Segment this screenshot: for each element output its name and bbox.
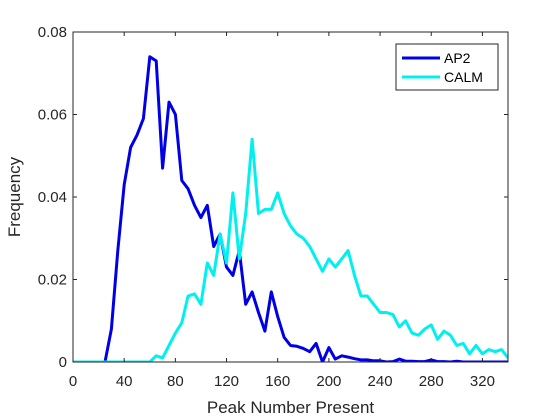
y-axis-label: Frequency (5, 156, 24, 237)
legend-label-calm: CALM (444, 69, 483, 85)
x-tick-label: 280 (419, 373, 444, 390)
series-line-calm (73, 137, 508, 362)
x-tick-label: 160 (265, 373, 290, 390)
y-tick-label: 0.02 (38, 272, 67, 289)
x-tick-label: 320 (470, 373, 495, 390)
x-axis-label: Peak Number Present (207, 398, 375, 417)
y-tick-label: 0 (59, 354, 67, 371)
y-tick-label: 0.08 (38, 24, 67, 41)
y-tick-label: 0.06 (38, 107, 67, 124)
x-tick-label: 0 (69, 373, 77, 390)
x-axis-ticks: 0 40 80 120 160 200 240 280 320 (69, 32, 495, 390)
legend-label-ap2: AP2 (444, 50, 471, 66)
x-tick-label: 120 (214, 373, 239, 390)
x-tick-label: 200 (316, 373, 341, 390)
y-axis-ticks: 0 0.02 0.04 0.06 0.08 (38, 24, 508, 371)
x-tick-label: 40 (116, 373, 133, 390)
y-tick-label: 0.04 (38, 189, 67, 206)
legend-box (395, 43, 499, 91)
legend: AP2 CALM (395, 43, 499, 91)
x-tick-label: 240 (368, 373, 393, 390)
x-tick-label: 80 (167, 373, 184, 390)
